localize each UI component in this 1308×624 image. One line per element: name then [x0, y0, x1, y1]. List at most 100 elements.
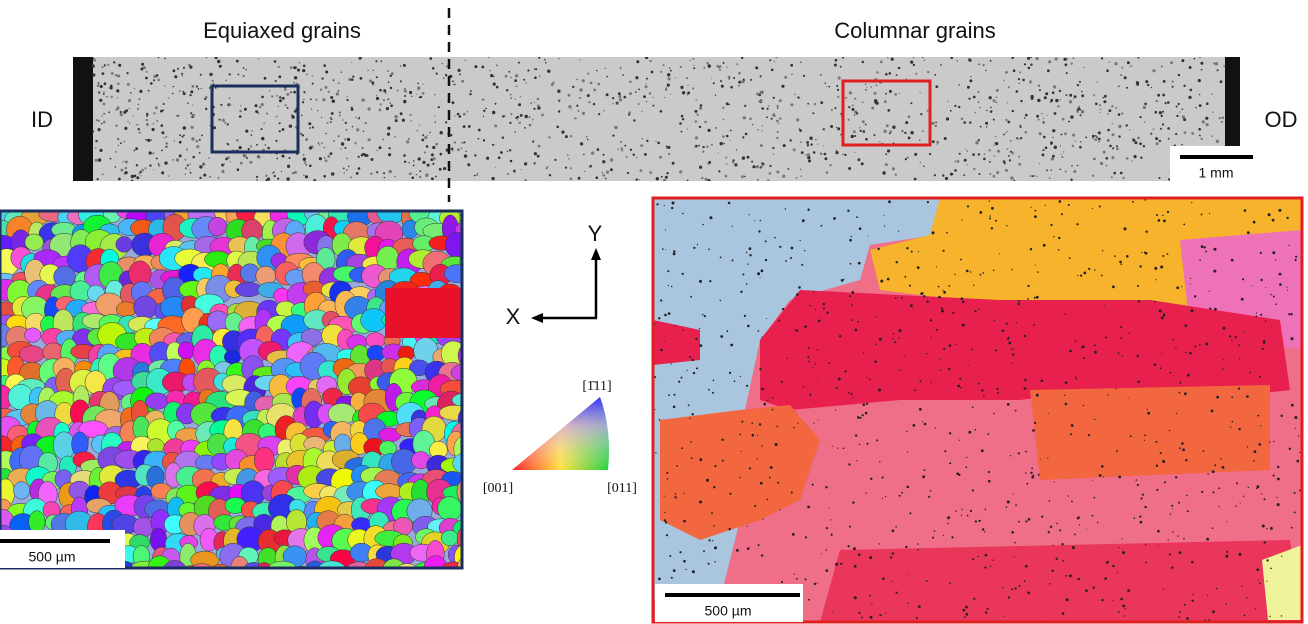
pore	[1258, 582, 1261, 585]
speckle	[1047, 69, 1050, 73]
speckle	[329, 152, 333, 156]
pore	[917, 543, 919, 545]
pore	[955, 510, 957, 512]
pore	[712, 379, 715, 382]
pore	[910, 250, 913, 253]
pore	[719, 256, 722, 259]
pore	[674, 493, 677, 495]
pore	[966, 269, 969, 273]
speckle	[972, 153, 975, 156]
side-label: OD	[1265, 107, 1298, 132]
speckle	[714, 94, 717, 97]
speckle	[342, 167, 345, 170]
speckle	[1100, 161, 1104, 166]
speckle	[501, 136, 505, 139]
speckle	[289, 66, 293, 69]
pore	[1006, 403, 1010, 406]
grain	[53, 265, 76, 288]
pore	[1242, 495, 1245, 497]
grain	[162, 560, 187, 568]
speckle	[1060, 133, 1063, 136]
speckle	[766, 107, 769, 110]
speckle	[1006, 148, 1009, 151]
pore	[1107, 394, 1109, 396]
pore	[1042, 243, 1046, 247]
speckle	[138, 173, 140, 175]
pore	[1298, 435, 1300, 437]
pore	[1190, 283, 1191, 285]
speckle	[965, 148, 967, 150]
speckle	[303, 174, 305, 177]
speckle	[767, 179, 770, 181]
speckle	[978, 63, 980, 66]
pore	[1238, 427, 1241, 431]
speckle	[135, 124, 138, 126]
pore	[842, 447, 845, 450]
pore	[1184, 392, 1187, 396]
speckle	[1039, 89, 1041, 92]
speckle	[595, 176, 599, 179]
speckle	[701, 176, 704, 180]
pore	[672, 252, 676, 256]
speckle	[629, 80, 632, 84]
speckle	[421, 138, 425, 142]
speckle	[315, 98, 318, 101]
pore	[850, 235, 852, 238]
pore	[1231, 396, 1234, 399]
speckle	[350, 108, 354, 111]
pore	[1260, 425, 1262, 427]
pore	[779, 245, 782, 248]
speckle	[313, 179, 317, 181]
pore	[673, 393, 676, 396]
pore	[980, 449, 984, 453]
pore	[1223, 359, 1225, 361]
speckle	[260, 103, 264, 107]
speckle	[1113, 171, 1116, 175]
speckle	[915, 72, 918, 75]
speckle	[1052, 129, 1056, 133]
pore	[1288, 313, 1291, 316]
speckle	[517, 61, 520, 64]
speckle	[680, 114, 684, 118]
speckle	[452, 80, 454, 83]
pore	[966, 456, 968, 459]
grain	[13, 481, 30, 500]
speckle	[477, 128, 481, 132]
pore	[682, 212, 684, 215]
speckle	[264, 144, 267, 146]
pore	[721, 459, 724, 462]
speckle	[1131, 64, 1133, 67]
speckle	[904, 131, 907, 135]
speckle	[533, 107, 536, 110]
speckle	[337, 82, 340, 85]
speckle	[124, 166, 128, 170]
pore	[1281, 555, 1283, 557]
speckle	[1211, 93, 1214, 95]
speckle	[1094, 135, 1097, 137]
speckle	[182, 90, 185, 93]
speckle	[278, 75, 282, 79]
speckle	[803, 74, 806, 77]
speckle	[759, 75, 762, 78]
pore	[1189, 352, 1192, 355]
speckle	[912, 63, 916, 67]
speckle	[1116, 147, 1119, 151]
speckle	[618, 96, 621, 99]
speckle	[1155, 142, 1159, 146]
pore	[1027, 518, 1031, 521]
speckle	[1139, 116, 1142, 119]
speckle	[458, 115, 462, 118]
pore	[1239, 502, 1241, 504]
speckle	[346, 98, 349, 102]
speckle	[429, 57, 433, 60]
speckle	[162, 103, 165, 105]
speckle	[646, 139, 649, 143]
pore	[781, 307, 785, 311]
speckle	[426, 163, 430, 167]
speckle	[993, 144, 995, 146]
pore	[757, 330, 760, 332]
speckle	[664, 88, 668, 92]
speckle	[947, 100, 949, 103]
pore	[961, 300, 965, 304]
